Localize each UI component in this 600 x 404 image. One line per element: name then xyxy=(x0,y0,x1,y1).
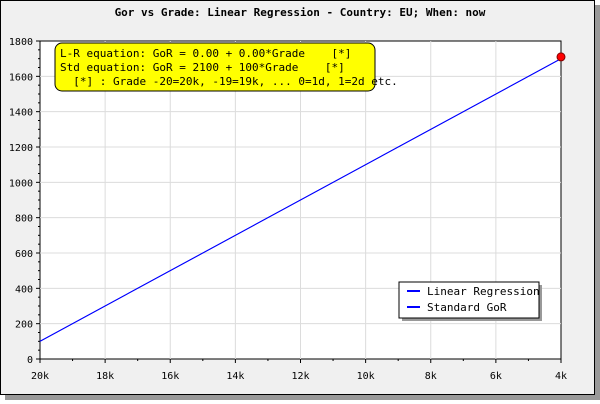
x-tick-label: 16k xyxy=(161,371,179,382)
x-tick-label: 8k xyxy=(425,371,437,382)
y-tick-label: 1600 xyxy=(9,72,33,83)
annotation-line-note: [*] : Grade -20=20k, -19=19k, ... 0=1d, … xyxy=(60,75,398,88)
y-tick-label: 200 xyxy=(15,320,33,331)
annotation-box xyxy=(54,42,376,92)
annotation-line-std: Std equation: GoR = 2100 + 100*Grade [*] xyxy=(60,61,345,74)
chart-shadow-bottom xyxy=(5,395,600,400)
x-tick-label: 12k xyxy=(291,371,309,382)
y-tick-label: 1200 xyxy=(9,143,33,154)
y-axis: 0 200 400 600 800 1000 1200 1400 1600 1800 xyxy=(9,37,40,366)
x-tick-label: 20k xyxy=(31,371,49,382)
y-tick-label: 1800 xyxy=(9,37,33,48)
x-tick-label: 14k xyxy=(226,371,244,382)
series-line-standard-gor xyxy=(39,58,562,342)
series-lines xyxy=(39,58,562,342)
x-tick-label: 6k xyxy=(490,371,502,382)
x-tick-label: 18k xyxy=(96,371,114,382)
y-tick-label: 1400 xyxy=(9,108,33,119)
x-tick-label: 10k xyxy=(357,371,375,382)
chart-title: Gor vs Grade: Linear Regression - Countr… xyxy=(115,6,486,19)
y-tick-label: 600 xyxy=(15,249,33,260)
y-tick-label: 400 xyxy=(15,284,33,295)
y-tick-label: 0 xyxy=(27,355,33,366)
annotation-line-lr: L-R equation: GoR = 0.00 + 0.00*Grade [*… xyxy=(60,47,351,60)
legend-box xyxy=(398,281,540,319)
legend: Linear Regression Standard GoR xyxy=(398,281,542,321)
chart-shadow-right xyxy=(595,5,600,400)
highlight-points xyxy=(556,52,566,62)
data-point-marker xyxy=(556,52,566,62)
legend-label-linear-regression: Linear Regression xyxy=(427,285,540,298)
x-tick-label: 4k xyxy=(555,371,567,382)
y-tick-label: 1000 xyxy=(9,178,33,189)
equation-annotation: L-R equation: GoR = 0.00 + 0.00*Grade [*… xyxy=(54,42,398,92)
x-axis: 20k 18k 16k 14k 12k 10k 8k 6k 4k xyxy=(31,359,567,382)
legend-label-standard-gor: Standard GoR xyxy=(427,301,507,314)
y-tick-label: 800 xyxy=(15,214,33,225)
